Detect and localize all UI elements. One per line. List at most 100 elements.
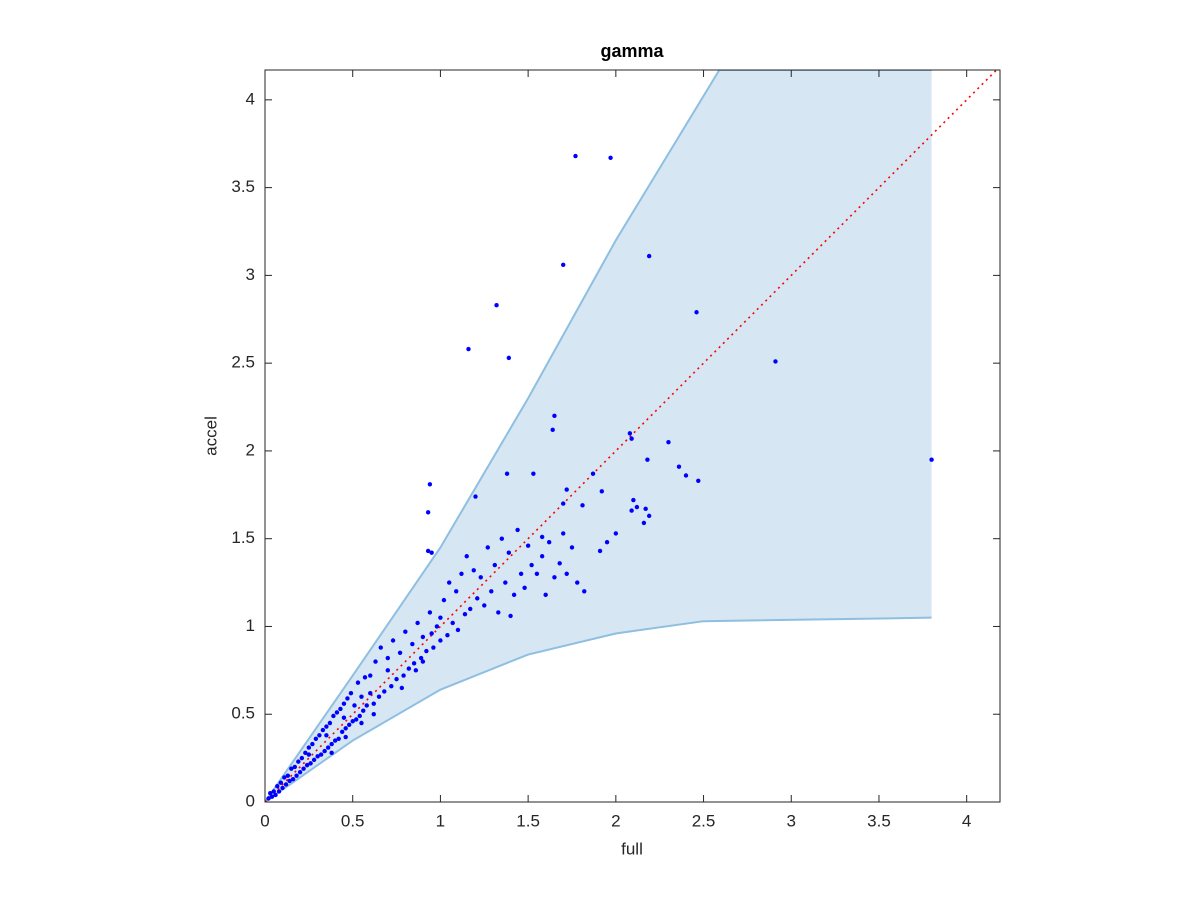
scatter-point bbox=[446, 580, 452, 585]
scatter-point bbox=[297, 769, 303, 775]
scatter-point bbox=[645, 457, 650, 462]
x-tick-label: 3.5 bbox=[867, 811, 891, 830]
scatter-point bbox=[773, 359, 778, 364]
scatter-point bbox=[403, 629, 408, 634]
scatter-point bbox=[543, 592, 548, 598]
scatter-point bbox=[275, 784, 280, 789]
scatter-point bbox=[515, 527, 520, 533]
band-upper-edge bbox=[265, 70, 932, 802]
x-tick-label: 1 bbox=[436, 811, 445, 830]
x-tick-label: 0.5 bbox=[341, 811, 365, 830]
scatter-point bbox=[425, 548, 431, 554]
scatter-point bbox=[478, 575, 483, 580]
scatter-point bbox=[420, 659, 426, 664]
scatter-point bbox=[418, 655, 424, 661]
scatter-point bbox=[613, 531, 619, 536]
scatter-point bbox=[608, 155, 613, 160]
y-tick-label: 0 bbox=[246, 791, 255, 810]
scatter-point bbox=[627, 431, 633, 436]
scatter-point bbox=[322, 748, 327, 754]
scatter-point bbox=[350, 719, 355, 724]
scatter-point bbox=[313, 736, 319, 742]
scatter-point bbox=[317, 733, 322, 738]
scatter-point bbox=[320, 727, 326, 733]
scatter-point bbox=[311, 757, 317, 763]
scatter-point bbox=[329, 750, 334, 756]
scatter-point bbox=[564, 487, 569, 492]
scatter-point bbox=[394, 676, 399, 682]
scatter-point bbox=[385, 655, 390, 661]
scatter-point bbox=[450, 620, 455, 626]
scatter-point bbox=[629, 436, 634, 441]
scatter-point bbox=[411, 661, 417, 666]
scatter-point bbox=[646, 513, 652, 519]
scatter-point bbox=[373, 659, 378, 664]
scatter-point bbox=[357, 713, 362, 719]
scatter-point bbox=[332, 738, 338, 743]
x-tick-label: 2 bbox=[611, 811, 620, 830]
scatter-point bbox=[285, 773, 291, 778]
scatter-point bbox=[280, 785, 285, 791]
scatter-point bbox=[362, 675, 368, 680]
confidence-band bbox=[265, 70, 932, 802]
scatter-point bbox=[361, 708, 366, 713]
scatter-point bbox=[399, 685, 405, 691]
y-tick-label: 1 bbox=[246, 616, 255, 635]
scatter-point bbox=[427, 482, 433, 487]
scatter-point bbox=[425, 510, 431, 515]
scatter-point bbox=[569, 545, 575, 550]
scatter-point bbox=[427, 610, 433, 615]
scatter-point bbox=[368, 690, 373, 696]
scatter-point bbox=[341, 715, 347, 720]
scatter-point bbox=[561, 262, 566, 268]
scatter-point bbox=[634, 504, 640, 510]
scatter-point bbox=[504, 471, 510, 476]
scatter-point bbox=[503, 580, 508, 585]
scatter-point bbox=[464, 554, 469, 559]
scatter-point bbox=[676, 464, 682, 469]
plot-area bbox=[265, 70, 998, 802]
scatter-point bbox=[582, 589, 587, 594]
scatter-point bbox=[629, 508, 634, 513]
scatter-point bbox=[289, 766, 294, 771]
scatter-point bbox=[329, 741, 334, 747]
scatter-point bbox=[643, 506, 648, 512]
scatter-point bbox=[539, 534, 545, 540]
scatter-point bbox=[431, 645, 436, 650]
y-tick-label: 3.5 bbox=[231, 177, 255, 196]
y-axis-label: accel bbox=[201, 416, 220, 456]
scatter-point bbox=[301, 766, 306, 771]
chart-title: gamma bbox=[600, 41, 664, 61]
scatter-point bbox=[334, 710, 340, 715]
scatter-point bbox=[466, 346, 471, 352]
scatter-point bbox=[424, 648, 429, 654]
scatter-point bbox=[347, 722, 352, 727]
scatter-point bbox=[573, 153, 578, 159]
x-tick-label: 3 bbox=[787, 811, 796, 830]
scatter-point bbox=[364, 703, 369, 708]
y-tick-label: 3 bbox=[246, 265, 255, 284]
scatter-point bbox=[359, 720, 364, 726]
scatter-point bbox=[468, 606, 473, 612]
scatter-point bbox=[499, 536, 505, 541]
scatter-point bbox=[561, 531, 566, 536]
scatter-point bbox=[552, 413, 557, 419]
scatter-point bbox=[561, 501, 566, 506]
scatter-point bbox=[325, 745, 331, 750]
scatter-point bbox=[336, 736, 341, 742]
scatter-point bbox=[378, 645, 383, 650]
scatter-point bbox=[354, 717, 359, 722]
scatter-point bbox=[525, 543, 531, 548]
scatter-point bbox=[429, 550, 434, 555]
scatter-point bbox=[455, 627, 461, 633]
scatter-point bbox=[641, 520, 647, 526]
scatter-point bbox=[546, 540, 552, 545]
scatter-point bbox=[304, 762, 310, 768]
scatter-point bbox=[550, 427, 555, 433]
scatter-point bbox=[397, 650, 403, 655]
scatter-point bbox=[494, 303, 499, 308]
scatter-point bbox=[492, 562, 497, 568]
x-tick-label: 0 bbox=[260, 811, 269, 830]
scatter-point bbox=[575, 580, 580, 585]
